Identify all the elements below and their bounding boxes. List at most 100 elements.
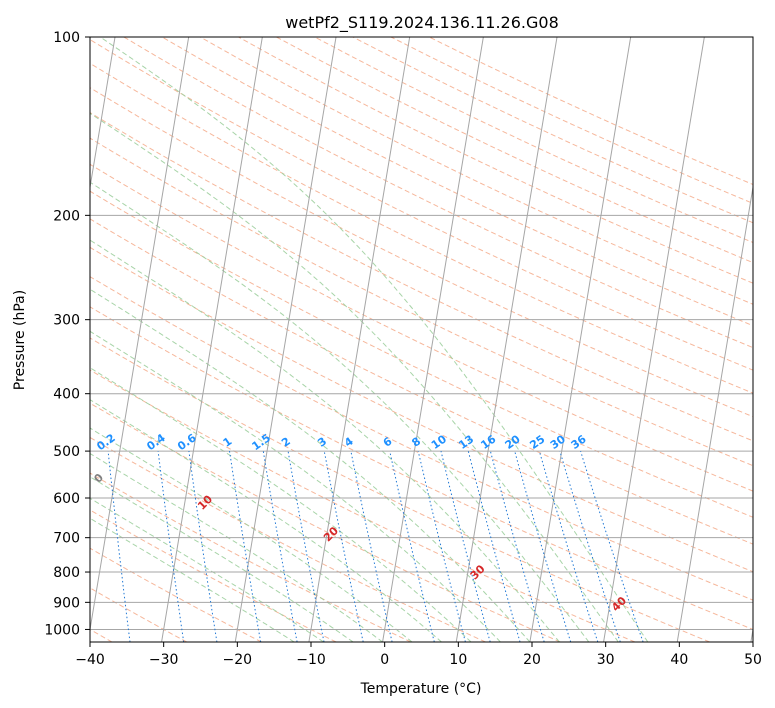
plot-frame <box>89 36 754 643</box>
moist-adiabat <box>90 181 590 642</box>
mixing-ratio-label: 16 <box>478 432 498 452</box>
dry-adiabat <box>90 62 753 394</box>
mixing-ratio-label: 3 <box>315 435 329 450</box>
y-tick-label: 500 <box>53 444 80 460</box>
mixing-ratio-label: 0.2 <box>94 431 117 453</box>
dry-adiabat <box>90 337 710 642</box>
isotherm <box>382 37 484 642</box>
x-tick-label: 40 <box>670 652 688 668</box>
moist-adiabat <box>90 399 442 642</box>
moist-adiabat <box>90 452 383 642</box>
isotherm <box>90 37 116 191</box>
mixing-ratio-line <box>389 450 435 642</box>
dry-adiabat <box>199 37 753 305</box>
x-tick-label: −30 <box>149 652 179 668</box>
isotherm <box>234 37 337 642</box>
y-tick-label: 100 <box>53 30 80 46</box>
mixing-ratio-label: 25 <box>527 433 547 452</box>
moist-adiabat <box>90 112 619 642</box>
isotherm <box>90 37 190 633</box>
dry-adiabat-label: 40 <box>609 594 629 614</box>
moist-adiabat <box>90 497 324 642</box>
isotherm <box>308 37 411 642</box>
dry-adiabat <box>238 37 753 284</box>
dry-adiabat <box>90 163 753 492</box>
x-tick-label: −40 <box>75 652 105 668</box>
mixing-ratio-label: 20 <box>503 432 523 452</box>
y-tick-label: 300 <box>53 313 80 329</box>
dry-adiabat <box>352 37 753 224</box>
mixing-ratio-label: 1 <box>221 435 235 450</box>
isotherm <box>676 184 753 642</box>
isotherm <box>750 626 753 642</box>
x-tick-label: 0 <box>380 652 389 668</box>
mixing-ratio-line <box>514 450 572 642</box>
dry-adiabat-label: 20 <box>321 524 341 544</box>
mixing-ratio-label: 4 <box>342 435 356 450</box>
moist-adiabat <box>99 37 649 642</box>
dry-adiabat <box>90 190 753 518</box>
moist-adiabat <box>90 330 501 642</box>
y-tick-label: 400 <box>53 387 80 403</box>
dry-adiabat <box>90 587 187 642</box>
y-tick-label: 700 <box>53 531 80 547</box>
dry-adiabat <box>90 246 753 573</box>
mixing-ratio-label: 0.6 <box>175 431 199 453</box>
mixing-ratio-line <box>157 451 185 642</box>
mixing-ratio-line <box>559 450 621 642</box>
dry-adiabat <box>90 87 753 418</box>
y-tick-label: 900 <box>53 595 80 611</box>
x-tick-label: 30 <box>597 652 615 668</box>
x-axis-label: Temperature (°C) <box>360 681 482 697</box>
mixing-ratio-label: 10 <box>429 432 449 452</box>
mixing-ratio-line <box>489 450 545 642</box>
x-tick-label: −20 <box>223 652 253 668</box>
y-tick-label: 200 <box>53 208 80 224</box>
moist-adiabat <box>90 239 560 642</box>
dry-adiabat-label: 30 <box>468 562 488 582</box>
mixing-ratio-line <box>323 451 364 642</box>
x-tick-label: −10 <box>296 652 326 668</box>
mixing-ratio-line <box>107 451 131 642</box>
mixing-ratio-label: 0.4 <box>144 431 168 453</box>
dry-adiabat <box>90 509 337 642</box>
background-lines <box>90 37 753 642</box>
dry-adiabat <box>90 218 753 545</box>
temperature-line <box>0 37 73 552</box>
mixing-ratio-line <box>467 450 521 642</box>
dry-adiabat <box>428 37 753 186</box>
mixing-ratio-line <box>580 450 644 642</box>
dry-adiabat <box>90 38 753 371</box>
dry-adiabat-label: -10 <box>0 440 5 463</box>
y-tick-label: 600 <box>53 491 80 507</box>
dry-adiabat <box>90 306 753 631</box>
mixing-ratio-line <box>538 450 599 642</box>
dry-adiabat <box>90 472 412 642</box>
mixing-ratio-label: 36 <box>569 432 589 452</box>
isotherm <box>603 37 705 642</box>
mixing-ratio-label: 2 <box>279 435 293 450</box>
mixing-ratio-line <box>417 450 466 642</box>
profile-lines <box>0 37 73 552</box>
dry-adiabat <box>90 137 753 467</box>
x-axis: −40 −30 −20 −10 0 10 20 30 40 50 <box>75 642 762 668</box>
dry-adiabat <box>123 37 753 349</box>
dry-adiabat-label: 10 <box>195 492 215 512</box>
x-tick-label: 20 <box>523 652 541 668</box>
mixing-ratio-label: 6 <box>381 435 395 450</box>
background-line-labels: 0.10.20.40.611.52346810131620253036-100-… <box>0 431 629 614</box>
dry-adiabat-label: 0 <box>91 471 106 486</box>
dry-adiabat <box>390 37 753 204</box>
mixing-ratio-line <box>262 451 298 642</box>
y-axis: 100 200 300 400 500 600 700 800 900 1000 <box>44 30 90 638</box>
dry-adiabat <box>90 369 636 642</box>
mixing-ratio-line <box>229 451 262 642</box>
isotherm <box>529 37 632 642</box>
mixing-ratio-line <box>350 451 393 642</box>
y-tick-label: 800 <box>53 565 80 581</box>
mixing-ratio-label: 8 <box>409 435 423 450</box>
chart-title: wetPf2_S119.2024.136.11.26.G08 <box>285 13 559 33</box>
x-tick-label: 10 <box>449 652 467 668</box>
y-tick-label: 1000 <box>44 622 80 638</box>
